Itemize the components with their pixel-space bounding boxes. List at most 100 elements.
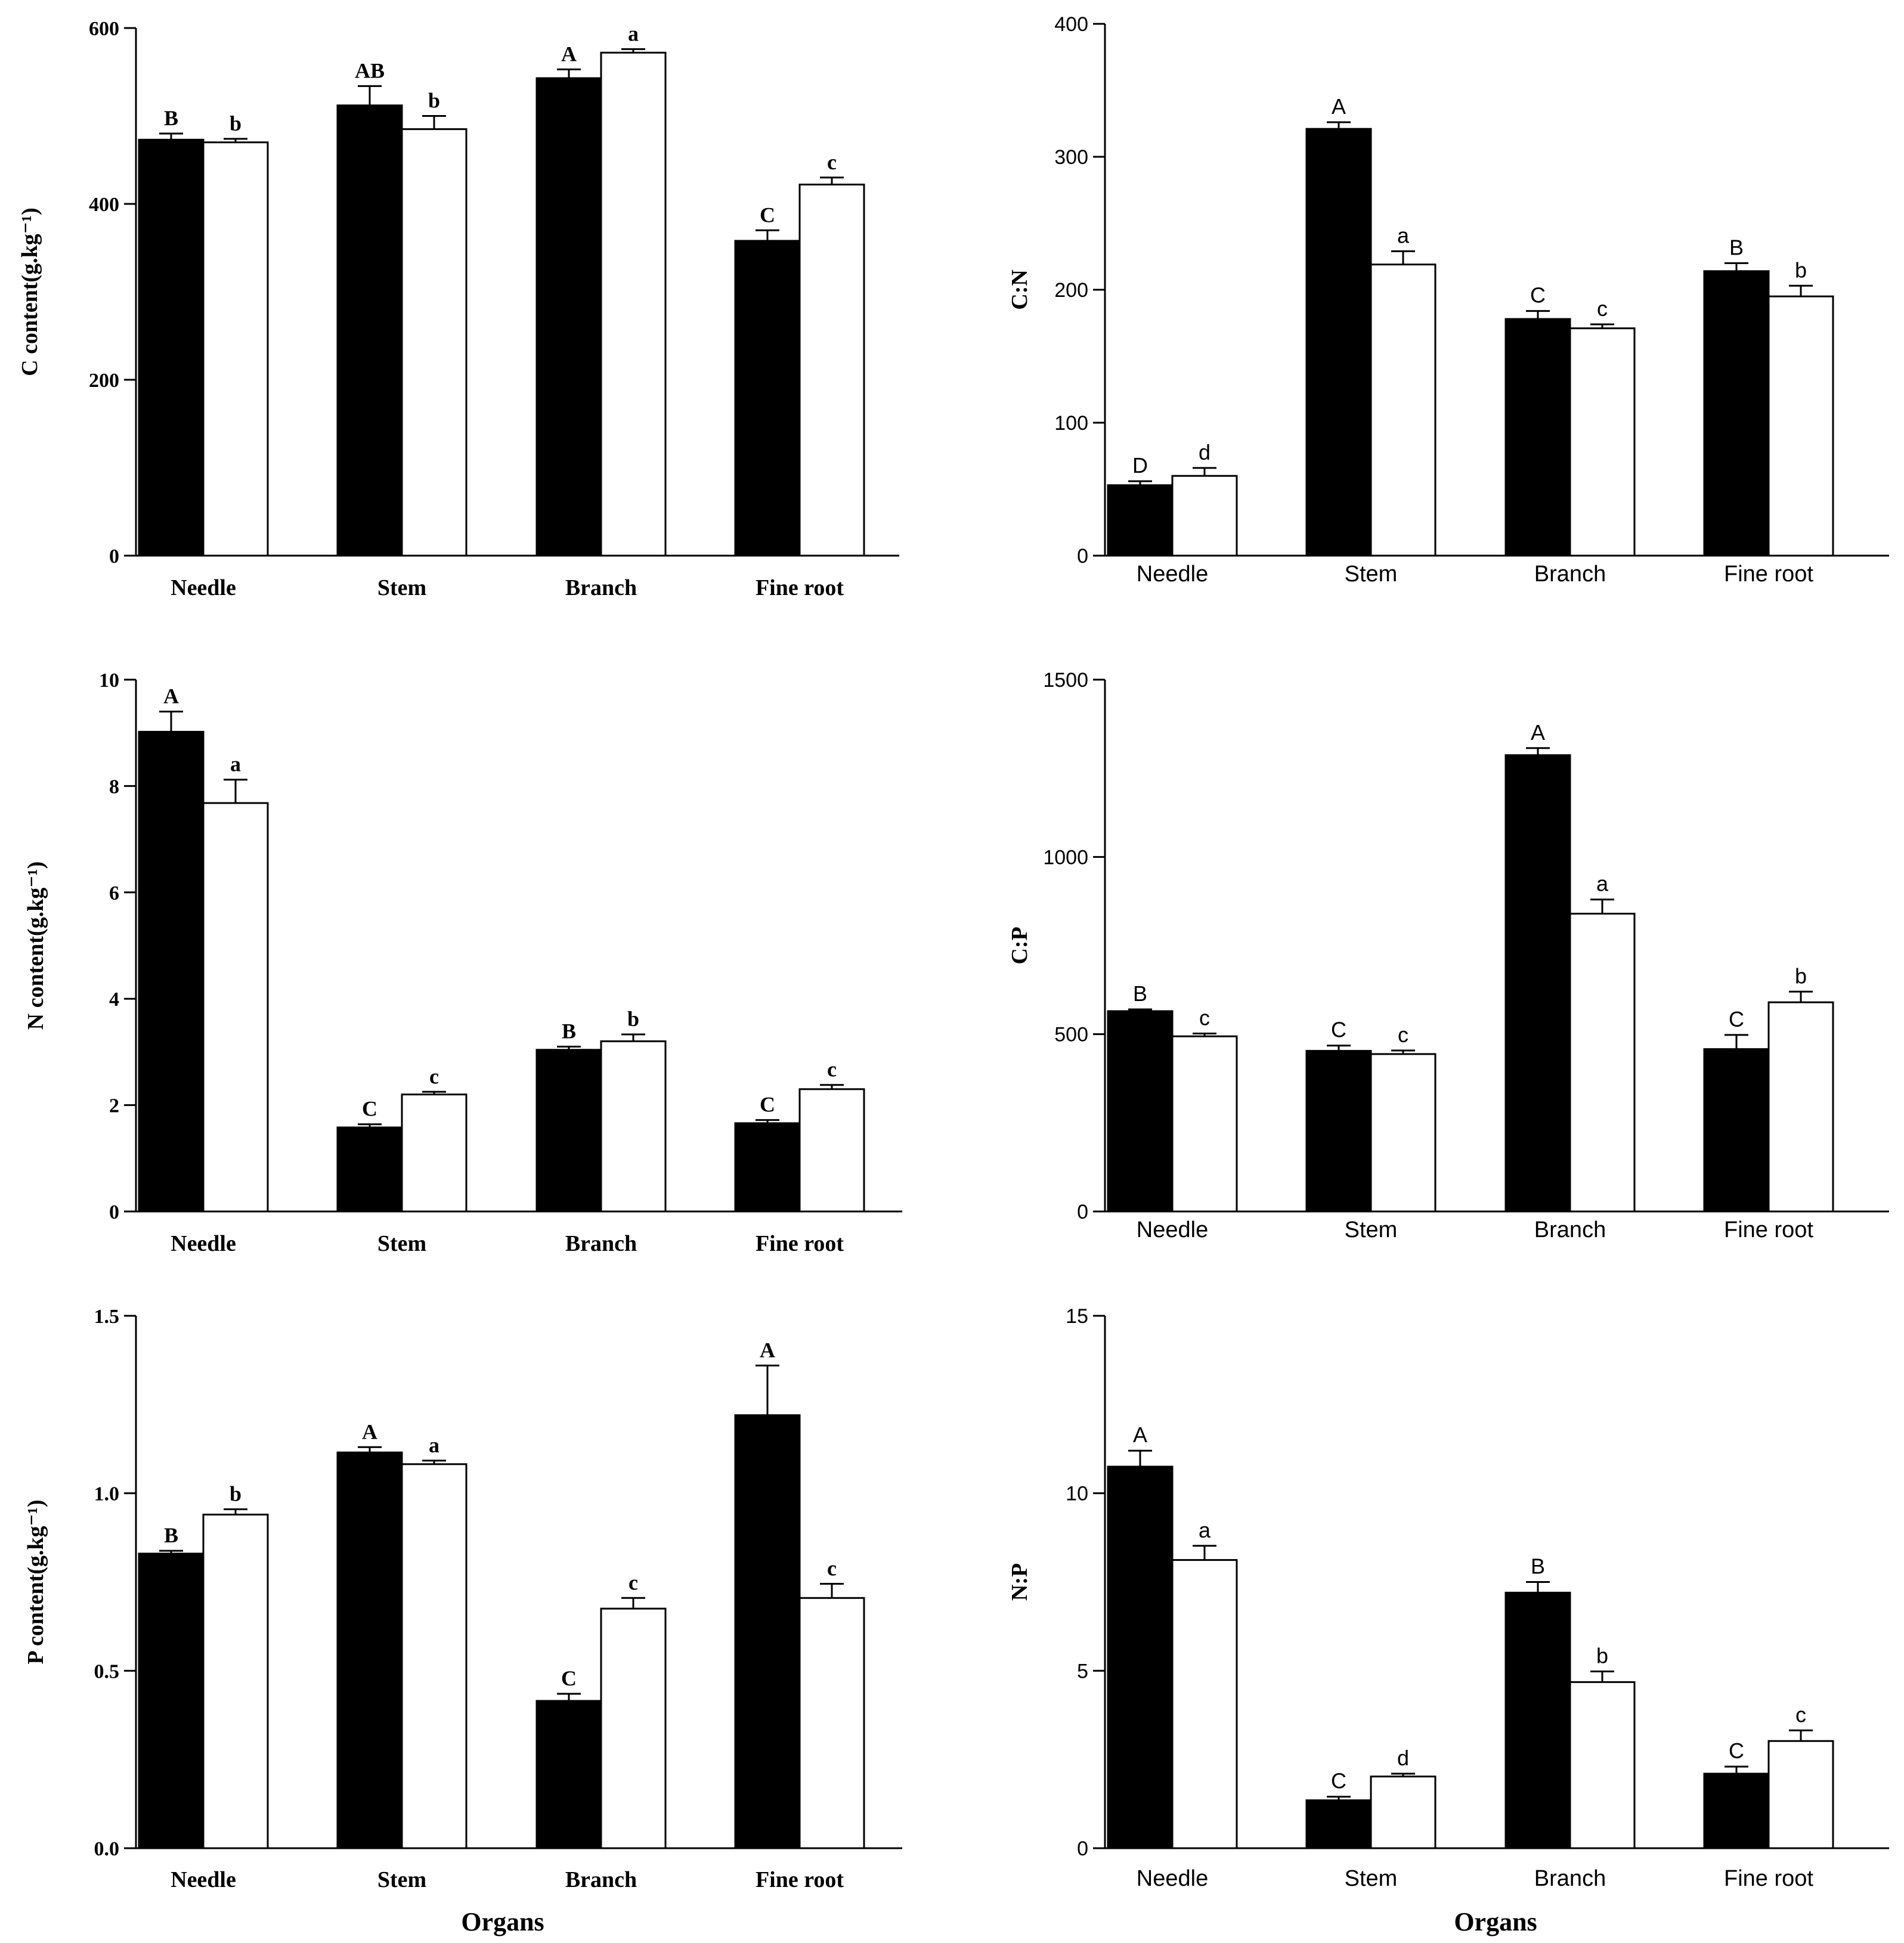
- x-category-label: Stem: [377, 1867, 426, 1892]
- x-category-label: Branch: [565, 575, 637, 600]
- y-tick-label: 1.5: [94, 1306, 120, 1328]
- significance-letter: c: [1199, 1005, 1210, 1030]
- y-axis-title: C:P: [1007, 926, 1032, 964]
- bar-fine-root-series-2: [1767, 1740, 1834, 1849]
- x-category-label: Fine root: [756, 1867, 844, 1892]
- significance-letter: B: [1531, 1554, 1545, 1579]
- y-tick-label: 10: [1066, 1483, 1088, 1505]
- x-category-label: Branch: [1534, 1217, 1606, 1242]
- bar-needle-series-1: [138, 1552, 205, 1849]
- y-tick-label: 400: [1054, 13, 1088, 36]
- significance-letter: B: [562, 1019, 576, 1043]
- bar-stem-series-1: [336, 1451, 403, 1849]
- y-tick-label: 5: [1077, 1660, 1088, 1682]
- bar-needle-series-1: [138, 138, 205, 557]
- bar-fine-root-series-1: [1703, 1772, 1770, 1849]
- significance-letter: b: [1795, 963, 1807, 988]
- significance-letter: A: [1531, 720, 1545, 745]
- significance-letter: c: [1597, 296, 1608, 321]
- chart-panel-c_p_ratio: 0 500 1000 1500 C:P Bc Needle C c Stem Aa Branch Cb F…: [1007, 669, 1889, 1242]
- bar-branch-series-2: [600, 1607, 667, 1849]
- x-category-label: Needle: [1137, 562, 1208, 587]
- x-category-label: Needle: [171, 1231, 236, 1256]
- significance-letter: C: [760, 1093, 775, 1117]
- x-category-label: Branch: [565, 1867, 637, 1892]
- bar-branch-series-1: [535, 1049, 602, 1213]
- bar-branch-series-1: [1504, 1591, 1571, 1849]
- significance-letter: C: [1331, 1018, 1346, 1042]
- significance-letter: c: [827, 1058, 837, 1081]
- y-tick-label: 4: [109, 988, 119, 1011]
- significance-letter: A: [1133, 1423, 1147, 1447]
- significance-letter: C: [1331, 1769, 1346, 1793]
- bar-branch-series-2: [1569, 1681, 1636, 1849]
- bar-stem-series-2: [1370, 1775, 1436, 1849]
- significance-letter: c: [827, 150, 837, 174]
- significance-letter: A: [1332, 94, 1346, 119]
- x-category-label: Branch: [565, 1231, 637, 1256]
- significance-letter: a: [1397, 223, 1410, 247]
- significance-letter: a: [1199, 1518, 1211, 1542]
- bar-branch-series-1: [1504, 318, 1571, 557]
- y-axis-title: N:P: [1007, 1563, 1032, 1601]
- y-tick-label: 0: [1077, 545, 1088, 568]
- bar-branch-series-1: [535, 77, 602, 557]
- bar-stem-series-2: [1370, 1053, 1436, 1213]
- bar-needle-series-1: [138, 730, 205, 1213]
- bar-needle-series-1: [1107, 1465, 1174, 1849]
- x-category-label: Fine root: [1724, 1866, 1813, 1891]
- significance-letter: A: [362, 1420, 377, 1443]
- y-tick-label: 6: [109, 882, 119, 904]
- significance-letter: B: [164, 106, 178, 130]
- x-category-label: Stem: [1345, 562, 1398, 587]
- bar-needle-series-1: [1107, 484, 1174, 557]
- significance-letter: b: [1795, 258, 1807, 282]
- bar-branch-series-2: [600, 51, 667, 557]
- y-tick-label: 8: [109, 776, 119, 798]
- x-category-label: Needle: [1137, 1217, 1208, 1242]
- bar-fine-root-series-1: [734, 1414, 801, 1849]
- x-category-label: Fine root: [1724, 1217, 1813, 1242]
- chart-panel-n_content: 0 2 4 6 8 10 N content(g.kg⁻¹) Aa Needle Cc Stem Bb…: [23, 670, 902, 1256]
- significance-letter: C: [561, 1666, 577, 1690]
- bar-needle-series-2: [202, 802, 269, 1213]
- x-category-label: Stem: [377, 575, 426, 600]
- bar-stem-series-1: [1305, 1050, 1372, 1213]
- bar-fine-root-series-2: [798, 1088, 865, 1213]
- significance-letter: C: [1729, 1739, 1744, 1763]
- significance-letter: B: [1729, 235, 1744, 259]
- significance-letter: C: [760, 203, 775, 227]
- bar-stem-series-2: [1370, 264, 1436, 557]
- y-tick-label: 600: [89, 18, 119, 40]
- significance-letter: b: [230, 1482, 242, 1505]
- significance-letter: b: [627, 1007, 639, 1031]
- x-category-label: Stem: [377, 1231, 426, 1256]
- bar-needle-series-1: [1107, 1010, 1174, 1213]
- bar-stem-series-2: [401, 128, 468, 557]
- chart-panel-n_p_ratio: 0 5 10 15 N:P Aa Needle Cd Stem Bb Branch Cc Fine ro…: [1007, 1305, 1889, 1891]
- bar-needle-series-2: [202, 141, 269, 557]
- significance-letter: a: [628, 21, 639, 45]
- x-axis-title-left: Organs: [461, 1907, 544, 1936]
- significance-letter: d: [1397, 1746, 1409, 1770]
- y-tick-label: 2: [109, 1095, 119, 1117]
- bar-fine-root-series-1: [1703, 1048, 1770, 1213]
- y-tick-label: 200: [1054, 279, 1088, 302]
- significance-letter: D: [1132, 453, 1148, 478]
- significance-letter: c: [827, 1556, 837, 1580]
- y-tick-label: 100: [1054, 412, 1088, 435]
- significance-letter: A: [760, 1338, 775, 1362]
- x-axis-title-right: Organs: [1454, 1907, 1537, 1936]
- x-category-label: Branch: [1534, 1866, 1606, 1891]
- significance-letter: C: [362, 1097, 377, 1121]
- significance-letter: b: [428, 89, 440, 113]
- y-tick-label: 1.0: [94, 1483, 120, 1505]
- significance-letter: d: [1199, 440, 1210, 464]
- y-tick-label: 1500: [1043, 669, 1088, 692]
- significance-letter: b: [1596, 1644, 1608, 1668]
- significance-letter: a: [230, 752, 241, 776]
- significance-letter: B: [164, 1523, 178, 1547]
- y-tick-label: 300: [1054, 146, 1088, 169]
- bar-stem-series-1: [1305, 1799, 1372, 1849]
